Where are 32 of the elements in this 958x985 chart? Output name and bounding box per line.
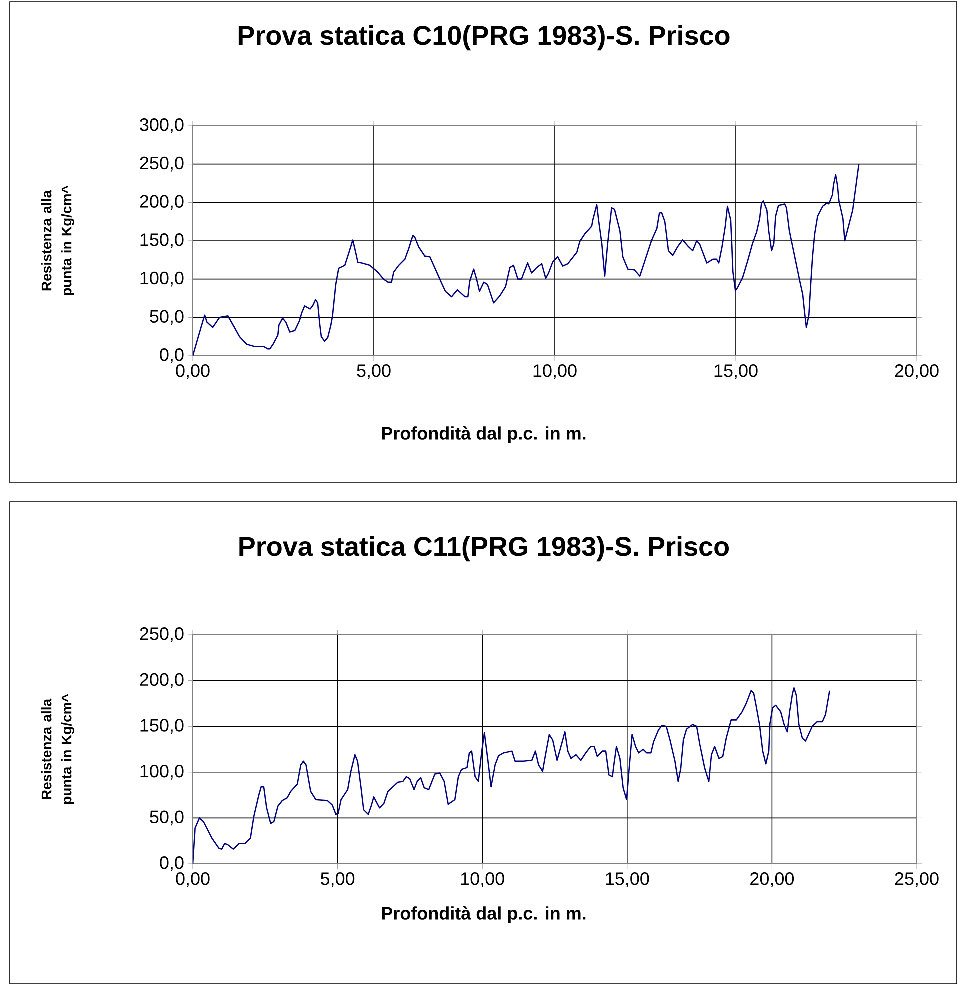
x-tick-label: 0,00 (176, 872, 210, 888)
x-tick-label: 0,00 (176, 364, 210, 380)
chart-title: Prova statica C10(PRG 1983)-S. Prisco (238, 25, 730, 51)
x-tick-label: 15,00 (714, 364, 758, 380)
y-tick-label: 200,0 (140, 195, 184, 210)
y-tick-label: 50,0 (150, 310, 184, 326)
chart-title: Prova statica C11(PRG 1983)-S. Prisco (240, 536, 730, 562)
line-series (192, 164, 860, 356)
y-tick-label: 300,0 (140, 118, 184, 134)
x-tick-label: 15,00 (606, 872, 650, 888)
y-axis-title: Resistenza alla punta in Kg/cm^ (41, 694, 75, 804)
x-tick-label: 10,00 (534, 364, 577, 380)
x-tick-label: 25,00 (895, 872, 939, 888)
y-tick-label: 150,0 (140, 719, 184, 734)
y-tick-label: 200,0 (140, 673, 184, 688)
y-tick-label: 150,0 (140, 234, 184, 248)
x-tick-label: 20,00 (750, 872, 794, 888)
line-series (192, 687, 830, 864)
y-tick-label: 250,0 (140, 156, 184, 172)
x-tick-label: 5,00 (321, 872, 355, 888)
y-tick-label: 100,0 (140, 272, 184, 287)
x-tick-label: 20,00 (895, 364, 939, 380)
x-axis-title: Profondità dal p.c. in m. (382, 426, 586, 444)
y-tick-label: 0,0 (160, 348, 184, 364)
y-tick-label: 50,0 (150, 810, 184, 826)
y-tick-label: 250,0 (140, 628, 184, 642)
x-axis-title: Profondità dal p.c. in m. (382, 906, 586, 924)
x-tick-label: 5,00 (357, 364, 391, 380)
x-tick-label: 10,00 (461, 872, 504, 888)
y-axis-title: Resistenza alla punta in Kg/cm^ (41, 186, 75, 296)
y-tick-label: 100,0 (140, 764, 184, 780)
y-tick-label: 0,0 (160, 856, 184, 872)
